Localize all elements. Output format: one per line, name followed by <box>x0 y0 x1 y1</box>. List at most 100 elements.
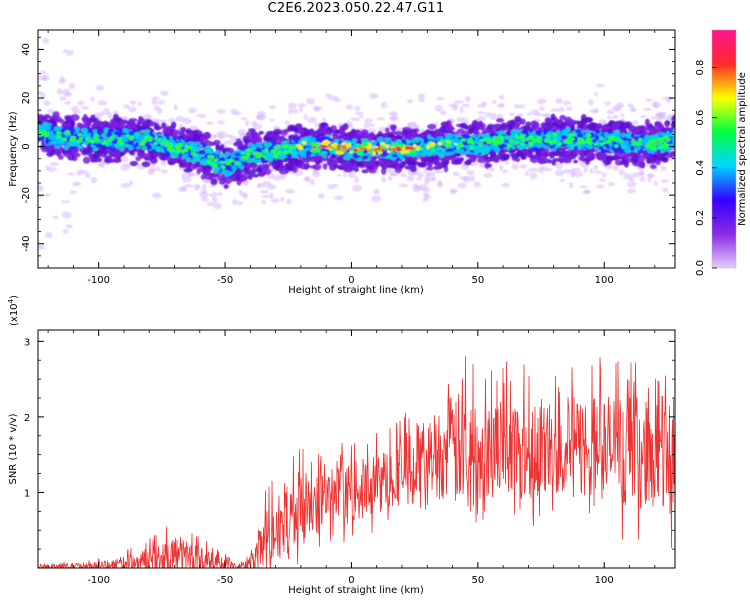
spectrogram-cell <box>646 124 655 132</box>
spectrogram-cell <box>223 140 234 145</box>
spectrogram-cell <box>612 114 619 119</box>
spectrogram-cell <box>594 170 603 174</box>
spectrogram-cell <box>56 88 63 92</box>
spectrogram-cell <box>430 148 435 152</box>
spectrogram-cell <box>610 125 620 131</box>
spectrogram-cell <box>256 183 262 189</box>
spectrogram-cell <box>670 115 675 123</box>
spectrogram-cell <box>202 184 207 189</box>
spectrogram-cell <box>48 141 57 145</box>
spectrogram-cell <box>52 126 61 132</box>
spectrogram-cell <box>68 190 78 194</box>
spectrogram-cell <box>136 152 142 157</box>
spectrogram-cell <box>298 105 304 113</box>
spectrogram-cell <box>90 96 95 102</box>
spectrogram-cell <box>309 148 316 153</box>
spectrogram-cell <box>578 150 584 157</box>
spectrogram-cell <box>90 176 98 184</box>
spectrogram-cell <box>38 124 42 129</box>
spectrogram-cell <box>107 129 115 133</box>
spectrogram-cell <box>333 159 339 164</box>
spectrogram-cell <box>618 168 626 176</box>
spectrogram-cell <box>464 160 471 166</box>
spectrogram-cell <box>334 129 340 134</box>
spectrogram-cell <box>422 198 428 203</box>
spectrogram-cell <box>443 154 451 161</box>
spectrogram-cell <box>41 124 47 130</box>
spectrogram-cell <box>234 157 240 162</box>
spectrogram-cell <box>534 112 544 117</box>
spectrogram-cell <box>596 184 605 189</box>
spectrogram-cell <box>413 157 419 161</box>
spectrogram-cell <box>204 146 212 152</box>
spectrogram-cell <box>188 107 197 114</box>
spectrogram-cell <box>255 142 263 148</box>
spectrogram-cell <box>40 70 47 75</box>
spectrogram-cell <box>243 155 249 160</box>
spectrogram-cell <box>650 116 657 120</box>
spectrogram-cell <box>261 194 272 199</box>
spectrogram-cell <box>401 139 407 144</box>
spectrogram-cell <box>244 120 250 126</box>
spectrogram-cell <box>491 99 497 105</box>
spectrogram-cell <box>341 141 347 146</box>
spectrogram-cell <box>483 144 488 150</box>
spectrogram-cell <box>196 133 204 138</box>
spectrogram-cell <box>621 121 631 129</box>
spectrogram-cell <box>45 145 53 154</box>
spectrogram-cell <box>213 133 219 138</box>
spectrogram-cell <box>77 144 84 149</box>
spectrogram-cell <box>83 141 88 146</box>
spectrogram-cell <box>317 193 325 199</box>
spectrogram-cell <box>305 140 311 146</box>
spectrogram-cell <box>630 145 635 151</box>
spectrogram-cell <box>596 122 603 129</box>
spectrogram-cell <box>270 198 280 203</box>
spectrogram-cell <box>573 171 584 178</box>
spectrogram-cell <box>555 98 563 104</box>
spectrogram-cell <box>368 153 375 157</box>
spectrogram-cell <box>146 144 153 151</box>
spectrogram-cell <box>137 101 142 107</box>
spectrogram-cell <box>478 115 486 122</box>
spectrogram-cell <box>649 164 657 170</box>
spectrogram-cell <box>638 169 644 176</box>
spectrogram-cell <box>276 160 282 168</box>
spectrogram-cell <box>214 150 221 155</box>
spectrogram-cell <box>61 11 70 15</box>
spectrogram-cell <box>401 129 407 136</box>
spectrogram-cell <box>598 178 607 182</box>
spectrogram-cell <box>499 154 508 162</box>
spectrogram-cell <box>459 157 465 162</box>
spectrogram-cell <box>554 144 561 148</box>
spectrogram-cell <box>630 105 636 113</box>
spectrogram-cell <box>439 110 447 116</box>
spectrogram-cell <box>349 150 354 154</box>
spectrogram-cell <box>364 118 373 124</box>
spectrogram-cell <box>654 142 659 146</box>
spectrogram-cell <box>501 182 510 188</box>
spectrogram-cell <box>310 130 319 137</box>
spectrogram-cell <box>128 136 135 141</box>
spectrogram-cell <box>499 103 505 107</box>
spectrogram-cell <box>542 113 550 117</box>
spectrogram-cell <box>108 158 117 163</box>
spectrogram-cell <box>373 188 380 195</box>
spectrogram-cell <box>39 93 46 99</box>
spectrogram-cell <box>178 186 186 193</box>
spectrogram-cell <box>169 148 176 153</box>
spectrogram-cell <box>509 112 515 117</box>
spectrogram-cell <box>41 130 47 135</box>
spectrogram-cell <box>380 152 388 158</box>
spectrogram-cell <box>269 192 274 199</box>
spectrogram-cell <box>432 165 442 170</box>
spectrogram-cell <box>188 132 194 138</box>
spectrogram-cell <box>389 172 399 177</box>
spectrogram-cell <box>291 136 300 142</box>
spectrogram-cell <box>56 134 62 139</box>
spectrogram-cell <box>416 146 421 151</box>
spectrogram-cell <box>76 181 82 186</box>
spectrogram-cell <box>249 157 256 163</box>
spectrogram-cell <box>507 123 514 128</box>
